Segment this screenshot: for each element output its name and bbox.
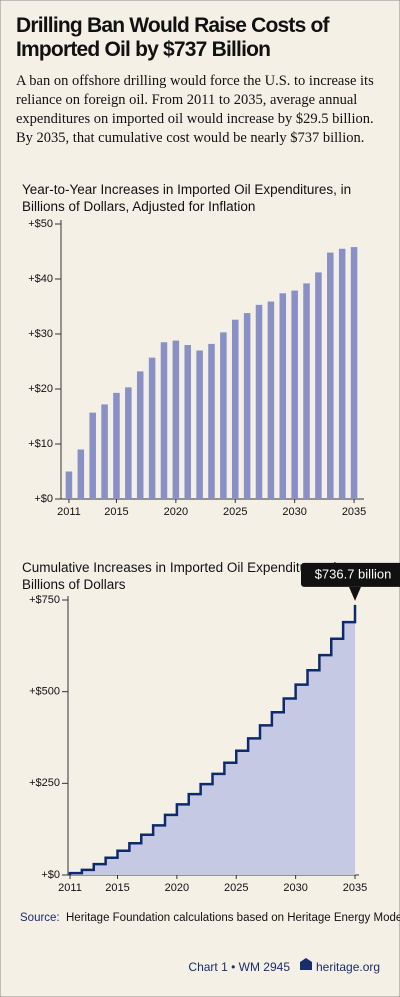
- bar: [231, 319, 239, 499]
- y-tick-label: +$500: [29, 686, 60, 698]
- bar: [172, 340, 180, 499]
- bar: [89, 412, 96, 499]
- bar: [125, 387, 132, 499]
- bar: [255, 304, 263, 499]
- x-tick-label: 2011: [58, 882, 82, 894]
- bar: [160, 342, 168, 499]
- bar: [220, 332, 227, 499]
- x-tick-label: 2011: [57, 506, 81, 518]
- site: heritage.org: [316, 960, 380, 974]
- y-tick-label: +$0: [34, 493, 53, 505]
- bar: [291, 290, 298, 499]
- x-tick-label: 2025: [224, 882, 248, 894]
- annotation-box: [301, 562, 400, 587]
- chart-id: Chart 1 • WM 2945: [188, 960, 290, 974]
- y-tick-label: +$40: [28, 273, 53, 285]
- line: Drilling Ban Would Raise Costs of: [16, 14, 331, 37]
- x-tick-label: 2015: [104, 506, 128, 518]
- y-tick-label: +$20: [28, 383, 53, 395]
- area: [70, 604, 355, 875]
- x-tick-label: 2020: [164, 506, 188, 518]
- y-tick-label: +$50: [28, 218, 53, 230]
- line: Imported Oil by $737 Billion: [16, 38, 270, 61]
- y-tick-label: +$250: [29, 777, 60, 789]
- source-label: Source:: [20, 912, 60, 924]
- line: Billions of Dollars: [22, 577, 126, 592]
- x-tick-label: 2030: [282, 506, 306, 518]
- chart-title: Year-to-Year Increases in Imported Oil E…: [22, 182, 351, 214]
- title: Drilling Ban Would Raise Costs of Importe…: [16, 14, 331, 61]
- bar: [303, 283, 310, 499]
- bar: [184, 345, 192, 499]
- bar: [113, 392, 120, 499]
- bar: [267, 301, 275, 499]
- y-tick-label: +$30: [28, 328, 53, 340]
- logo: [300, 958, 312, 970]
- line: Heritage Foundation calculations based o…: [66, 912, 400, 924]
- bar: [327, 252, 334, 499]
- line: expenditures on imported oil would incre…: [16, 111, 374, 127]
- source: Heritage Foundation calculations based o…: [66, 912, 400, 924]
- line: A ban on offshore drilling would force t…: [16, 73, 374, 89]
- bar: [315, 272, 322, 499]
- bar: [243, 313, 251, 499]
- step-line: [68, 604, 357, 875]
- bar: [101, 404, 108, 499]
- line: Billions of Dollars, Adjusted for Inflat…: [22, 199, 255, 214]
- line: reliance on foreign oil. From 2011 to 20…: [16, 92, 357, 108]
- x-tick-label: 2035: [342, 506, 366, 518]
- bar: [208, 343, 215, 499]
- x-tick-label: 2035: [343, 882, 367, 894]
- bar: [65, 471, 73, 499]
- line: By 2035, that cumulative cost would be n…: [16, 130, 364, 146]
- x-tick-label: 2030: [283, 882, 307, 894]
- bar: [196, 350, 203, 499]
- bar: [279, 293, 287, 499]
- annotation: $736.7 billion: [315, 566, 392, 581]
- bar: [136, 371, 144, 499]
- y-tick-label: +$750: [29, 594, 60, 606]
- bar: [77, 449, 85, 499]
- y-tick-label: +$10: [28, 438, 53, 450]
- y-tick-label: +$0: [41, 869, 60, 881]
- line: Year-to-Year Increases in Imported Oil E…: [22, 182, 351, 197]
- line: Cumulative Increases in Imported Oil Exp…: [22, 560, 344, 575]
- bar: [338, 248, 346, 499]
- chart-title: Cumulative Increases in Imported Oil Exp…: [22, 560, 344, 592]
- x-tick-label: 2020: [165, 882, 189, 894]
- x-tick-label: 2025: [223, 506, 247, 518]
- annotation-pointer: [349, 586, 361, 601]
- bar: [148, 357, 156, 499]
- x-tick-label: 2015: [105, 882, 129, 894]
- intro: A ban on offshore drilling would force t…: [16, 73, 374, 146]
- bar: [350, 247, 358, 499]
